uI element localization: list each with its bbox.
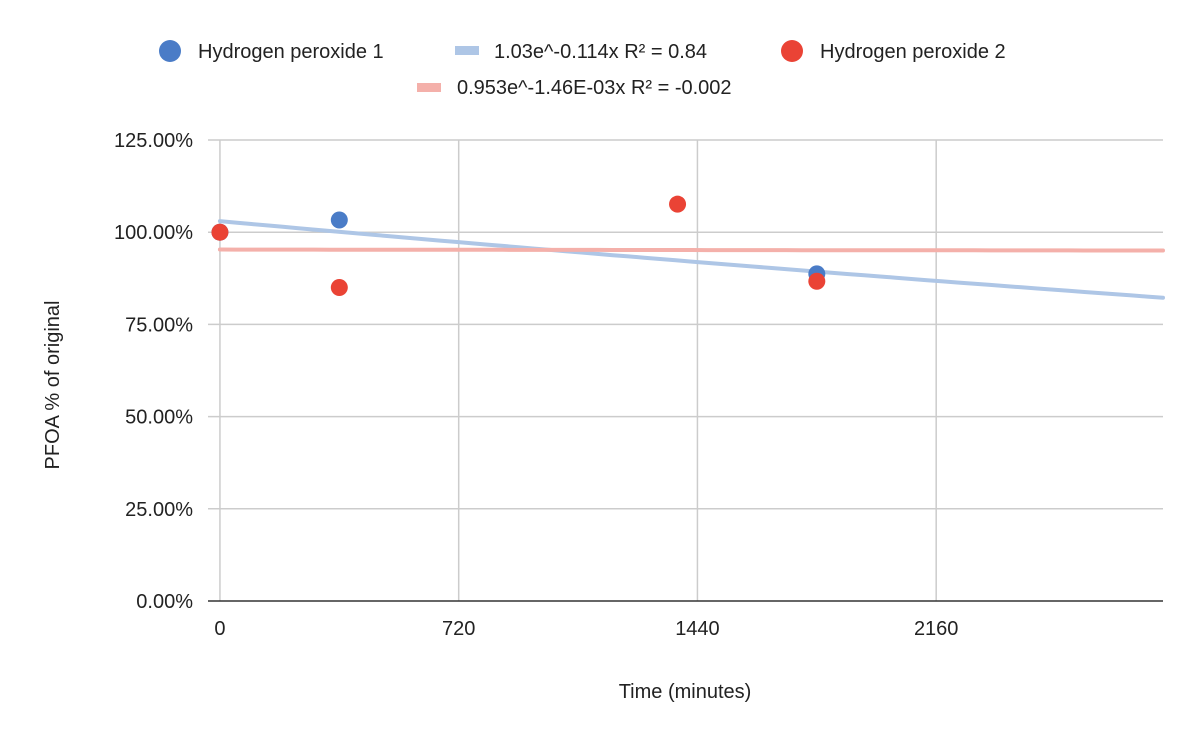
data-point-series-1 bbox=[330, 211, 348, 229]
x-tick-label: 2160 bbox=[914, 618, 959, 640]
data-points bbox=[211, 195, 826, 297]
legend-label-hydrogen-peroxide-2: Hydrogen peroxide 2 bbox=[820, 41, 1006, 63]
x-tick-label: 720 bbox=[442, 618, 475, 640]
trendlines bbox=[217, 219, 1165, 300]
legend-label-trendline-1: 1.03e^-0.114x R² = 0.84 bbox=[494, 41, 707, 63]
x-axis-title: Time (minutes) bbox=[619, 681, 752, 703]
legend-marker-hydrogen-peroxide-2 bbox=[781, 40, 803, 62]
y-tick-label: 125.00% bbox=[114, 130, 193, 152]
x-tick-label: 0 bbox=[214, 618, 225, 640]
data-point-series-2 bbox=[669, 195, 687, 213]
trendline-2 bbox=[217, 247, 1165, 253]
legend-marker-trendline-1 bbox=[455, 46, 479, 55]
legend-marker-hydrogen-peroxide-1 bbox=[159, 40, 181, 62]
legend-label-trendline-2: 0.953e^-1.46E-03x R² = -0.002 bbox=[457, 77, 732, 99]
data-point-series-2 bbox=[808, 272, 826, 290]
y-axis-title: PFOA % of original bbox=[42, 301, 64, 470]
data-point-series-2 bbox=[211, 223, 229, 241]
x-axis-ticks: 0 720 1440 2160 bbox=[214, 618, 958, 640]
y-tick-label: 75.00% bbox=[125, 314, 193, 336]
x-tick-label: 1440 bbox=[675, 618, 720, 640]
legend: Hydrogen peroxide 1 1.03e^-0.114x R² = 0… bbox=[159, 40, 1006, 99]
gridlines bbox=[208, 139, 1163, 601]
y-tick-label: 50.00% bbox=[125, 407, 193, 429]
data-point-series-2 bbox=[330, 279, 348, 297]
y-tick-label: 100.00% bbox=[114, 222, 193, 244]
y-tick-label: 25.00% bbox=[125, 499, 193, 521]
legend-marker-trendline-2 bbox=[417, 83, 441, 92]
y-axis-ticks: 0.00% 25.00% 50.00% 75.00% 100.00% 125.00% bbox=[114, 130, 193, 613]
y-tick-label: 0.00% bbox=[136, 591, 193, 613]
legend-label-hydrogen-peroxide-1: Hydrogen peroxide 1 bbox=[198, 41, 384, 63]
trendline-1 bbox=[217, 219, 1165, 300]
